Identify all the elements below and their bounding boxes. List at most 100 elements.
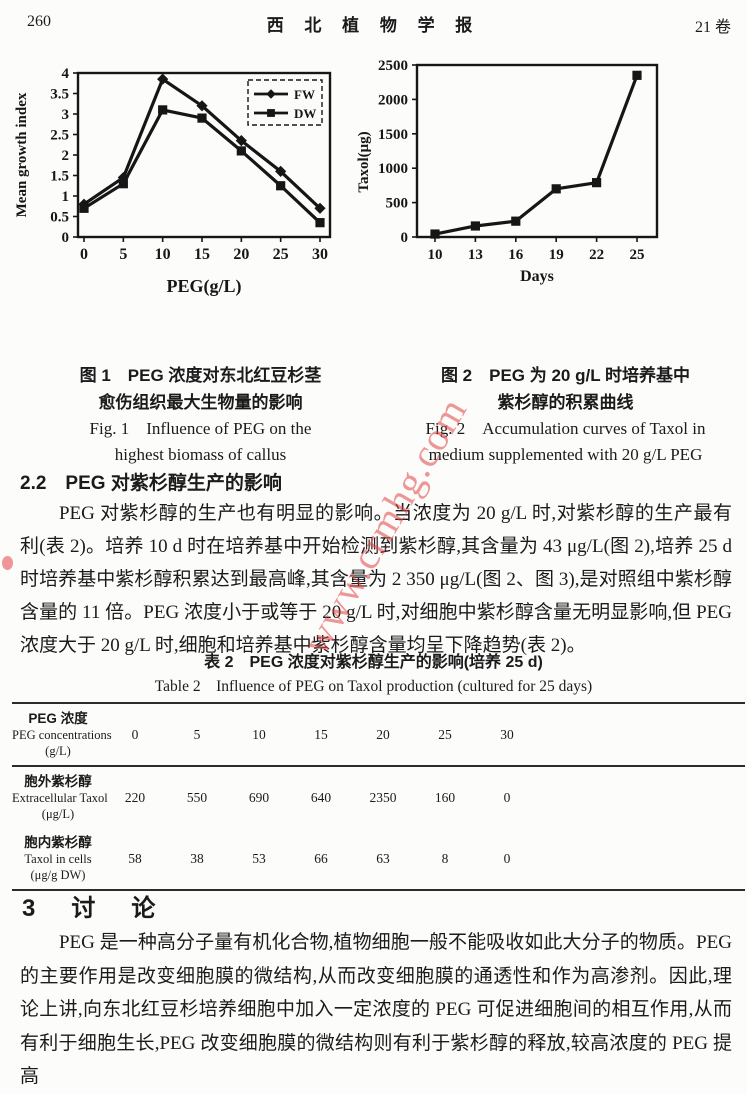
table-cell: 63 bbox=[376, 850, 390, 866]
marker-square bbox=[511, 216, 521, 226]
table-cell: 2350 bbox=[369, 789, 397, 805]
table-cell: 66 bbox=[314, 850, 328, 866]
figure2-caption-zh-line1: 图 2 PEG 为 20 g/L 时培养基中 bbox=[440, 366, 691, 385]
table2: PEG 浓度 PEG concentrations (g/L) 0 5 10 15 20 25 3… bbox=[12, 702, 745, 891]
table-cell: 10 bbox=[252, 726, 266, 742]
series-line-dw bbox=[83, 108, 322, 224]
marker-diamond bbox=[196, 100, 208, 112]
table-cell: 30 bbox=[500, 726, 514, 742]
y-tick-label: 0 bbox=[401, 230, 409, 246]
x-tick-label: 0 bbox=[80, 246, 88, 263]
section-3-paragraph: PEG 是一种高分子量有机化合物,植物细胞一般不能吸收如此大分子的物质。PEG … bbox=[20, 932, 732, 1087]
table-cell: 5 bbox=[193, 726, 201, 742]
y-tick-label: 500 bbox=[386, 196, 409, 212]
row-label-line: Extracellular Taxol bbox=[12, 791, 108, 805]
volume-label: 21 卷 bbox=[694, 19, 731, 36]
row-label-line: (μg/g DW) bbox=[30, 868, 86, 882]
x-tick-label: 16 bbox=[508, 247, 524, 263]
table-cell: 220 bbox=[124, 789, 146, 805]
row-label-cell: PEG 浓度 PEG concentrations (g/L) bbox=[12, 703, 112, 766]
table-cell: 38 bbox=[190, 850, 204, 866]
y-tick-label: 0 bbox=[62, 230, 70, 246]
y-tick-label: 2 bbox=[62, 148, 70, 164]
row-label-line: Taxol in cells bbox=[24, 852, 92, 866]
figure1-caption: 图 1 PEG 浓度对东北红豆杉茎 愈伤组织最大生物量的影响 Fig. 1 In… bbox=[33, 362, 368, 468]
row-label-line: (μg/L) bbox=[41, 807, 75, 821]
row-label-cell: 胞内紫杉醇 Taxol in cells (μg/g DW) bbox=[12, 828, 104, 890]
table-filler-cell bbox=[538, 828, 745, 890]
marker-square bbox=[236, 146, 246, 156]
figure2-caption-en-line2: medium supplemented with 20 g/L PEG bbox=[428, 445, 703, 464]
marker-square bbox=[79, 203, 89, 213]
table-cell: 0 bbox=[131, 726, 139, 742]
table-cell: 8 bbox=[441, 850, 449, 866]
x-tick-label: 10 bbox=[428, 247, 443, 263]
y-axis-label: Taxol(μg) bbox=[356, 131, 372, 192]
journal-title: 西 北 植 物 学 报 bbox=[266, 16, 481, 35]
figure2-caption: 图 2 PEG 为 20 g/L 时培养基中 紫杉醇的积累曲线 Fig. 2 A… bbox=[393, 362, 738, 468]
table-row: PEG 浓度 PEG concentrations (g/L) 0 5 10 15 20 25 3… bbox=[12, 703, 745, 766]
figure1-chart: 0 0.5 1 1.5 2 2.5 3 3.5 4 0 5 10 15 20 25 30 PEG(g/L) Mea… bbox=[14, 66, 332, 297]
y-tick-label: 4 bbox=[62, 66, 70, 82]
page-header: 260 西 北 植 物 学 报 21 卷 bbox=[0, 10, 747, 36]
marker-square bbox=[551, 184, 561, 194]
watermark-fragment-dot bbox=[2, 556, 13, 570]
x-axis-label: Days bbox=[520, 268, 554, 285]
series-line-taxol bbox=[434, 74, 639, 236]
page-number: 260 bbox=[27, 13, 51, 30]
x-tick-label: 20 bbox=[233, 246, 249, 263]
marker-square bbox=[197, 113, 207, 123]
marker-square bbox=[158, 105, 168, 115]
y-tick-label: 1.5 bbox=[50, 169, 69, 185]
row-label-line: 胞内紫杉醇 bbox=[24, 835, 92, 850]
table2-title-zh: 表 2 PEG 浓度对紫杉醇生产的影响(培养 25 d) bbox=[204, 654, 543, 671]
figure1-caption-en-line1: Fig. 1 Influence of PEG on the bbox=[89, 419, 312, 438]
table2-title-en: Table 2 Influence of PEG on Taxol produc… bbox=[154, 678, 593, 695]
table-row: 胞内紫杉醇 Taxol in cells (μg/g DW) 58 38 53 66 63 8 0 bbox=[12, 828, 745, 890]
table-cell: 160 bbox=[434, 789, 456, 805]
table-cell: 0 bbox=[503, 850, 511, 866]
marker-square bbox=[430, 229, 440, 239]
figure2-caption-zh-line2: 紫杉醇的积累曲线 bbox=[497, 393, 634, 412]
table-cell: 25 bbox=[438, 726, 452, 742]
x-tick-label: 15 bbox=[194, 246, 210, 263]
row-label-line: PEG concentrations bbox=[12, 728, 112, 742]
x-tick-label: 25 bbox=[273, 246, 289, 263]
y-tick-label: 2500 bbox=[378, 58, 408, 74]
marker-square bbox=[592, 178, 602, 188]
table-cell: 20 bbox=[376, 726, 390, 742]
table-filler-cell bbox=[538, 766, 745, 828]
section-3-heading: 3 讨 论 bbox=[22, 895, 162, 922]
table-cell: 0 bbox=[503, 789, 511, 805]
table-row: 胞外紫杉醇 Extracellular Taxol (μg/L) 220 550 690 6… bbox=[12, 766, 745, 828]
marker-diamond bbox=[235, 135, 247, 147]
table-cell: 53 bbox=[252, 850, 266, 866]
figure2-caption-en-line1: Fig. 2 Accumulation curves of Taxol in bbox=[425, 419, 706, 438]
row-label-line: (g/L) bbox=[45, 744, 71, 758]
x-tick-label: 22 bbox=[589, 247, 604, 263]
x-tick-label: 25 bbox=[630, 247, 645, 263]
table-cell: 15 bbox=[314, 726, 328, 742]
scanned-paper-page: { "header": { "page_number": "260", "jou… bbox=[0, 10, 747, 1087]
section-2-2-heading: 2.2 PEG 对紫杉醇生产的影响 bbox=[20, 473, 282, 494]
section-2-2-paragraph: PEG 对紫杉醇的生产也有明显的影响。当浓度为 20 g/L 时,对紫杉醇的生产… bbox=[20, 503, 732, 656]
figure1-caption-zh-line1: 图 1 PEG 浓度对东北红豆杉茎 bbox=[79, 366, 322, 385]
legend-label: DW bbox=[294, 106, 316, 121]
y-tick-label: 1000 bbox=[378, 161, 408, 177]
table-cell: 58 bbox=[128, 850, 142, 866]
marker-square bbox=[315, 218, 325, 228]
y-tick-label: 1 bbox=[62, 189, 70, 205]
y-tick-label: 3 bbox=[62, 107, 70, 123]
plot-frame bbox=[76, 71, 332, 239]
row-label-line: 胞外紫杉醇 bbox=[24, 774, 92, 789]
figure1-caption-zh-line2: 愈伤组织最大生物量的影响 bbox=[98, 393, 303, 412]
x-tick-label: 30 bbox=[312, 246, 328, 263]
marker-square bbox=[267, 109, 275, 117]
marker-square bbox=[632, 70, 642, 80]
row-label-line: PEG 浓度 bbox=[28, 711, 88, 726]
marker-diamond bbox=[157, 73, 169, 85]
marker-square bbox=[276, 181, 286, 191]
table-filler-cell bbox=[538, 703, 745, 766]
y-tick-label: 1500 bbox=[378, 127, 408, 143]
x-tick-label: 13 bbox=[468, 247, 483, 263]
